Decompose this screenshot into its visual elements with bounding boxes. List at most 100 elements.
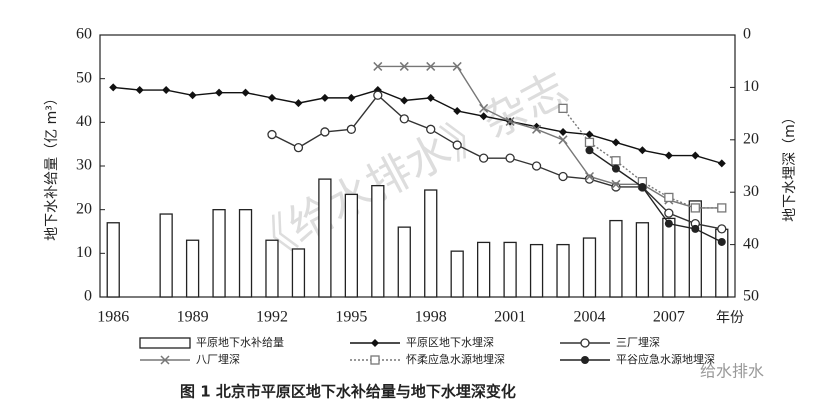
x-tick-label: 2007 xyxy=(653,309,685,326)
bar xyxy=(503,241,517,298)
marker xyxy=(320,127,330,137)
marker xyxy=(215,88,224,97)
y-tick-label: 60 xyxy=(76,26,92,43)
marker xyxy=(505,116,515,126)
marker xyxy=(346,124,357,134)
marker xyxy=(664,192,674,203)
y-tick-label: 20 xyxy=(76,200,92,217)
marker xyxy=(267,93,276,102)
marker xyxy=(717,237,726,246)
marker xyxy=(452,140,462,150)
legend-label: 平原区地下水埋深 xyxy=(406,336,494,349)
legend-marker xyxy=(160,355,170,365)
marker xyxy=(531,161,542,171)
y-tick-label: 10 xyxy=(76,244,92,261)
bar xyxy=(106,222,120,298)
marker xyxy=(558,171,568,182)
y-tick-label: 40 xyxy=(76,113,92,130)
marker xyxy=(188,91,197,100)
marker xyxy=(400,96,409,105)
bar xyxy=(688,200,702,298)
bar xyxy=(344,193,359,298)
legend-swatch xyxy=(139,337,191,349)
legend-label: 平原地下水补给量 xyxy=(196,336,284,349)
marker xyxy=(664,219,673,228)
bar xyxy=(476,241,491,298)
x-tick-label: 1989 xyxy=(177,309,209,326)
bar xyxy=(212,209,226,298)
y2-tick-label: 20 xyxy=(743,130,759,147)
y2-tick-label: 10 xyxy=(743,78,759,95)
marker xyxy=(638,182,647,191)
marker xyxy=(717,159,726,168)
marker xyxy=(717,203,727,213)
marker xyxy=(559,127,568,136)
marker xyxy=(109,83,118,92)
marker xyxy=(585,146,594,155)
bar xyxy=(185,239,200,298)
bar xyxy=(529,243,544,298)
bar xyxy=(159,213,173,298)
bar xyxy=(609,219,623,298)
marker xyxy=(558,135,568,145)
marker xyxy=(426,61,436,71)
line xyxy=(589,149,723,243)
marker xyxy=(320,93,329,102)
line xyxy=(562,107,722,209)
bar xyxy=(450,250,464,298)
y-tick-label: 50 xyxy=(76,69,92,86)
marker xyxy=(399,61,409,71)
marker xyxy=(426,93,435,102)
bar xyxy=(662,217,676,298)
marker xyxy=(664,151,673,160)
y-tick-label: 0 xyxy=(84,288,92,305)
marker xyxy=(373,61,383,71)
marker xyxy=(664,208,674,218)
legend-marker xyxy=(581,356,589,364)
y-tick-label: 30 xyxy=(76,157,92,174)
bar xyxy=(371,184,385,298)
marker xyxy=(347,93,356,102)
caption: 图 1 北京市平原区地下水补给量与地下水埋深变化 xyxy=(180,383,516,401)
marker xyxy=(505,153,515,163)
bar xyxy=(582,237,597,298)
legend-marker xyxy=(370,355,380,365)
marker xyxy=(162,86,171,95)
bar xyxy=(556,243,570,298)
marker xyxy=(294,99,303,108)
marker xyxy=(241,88,250,97)
marker xyxy=(452,61,462,71)
marker xyxy=(611,164,620,173)
marker xyxy=(532,124,542,134)
legend-marker xyxy=(371,339,379,347)
marker xyxy=(691,151,700,160)
bar xyxy=(635,222,650,298)
marker xyxy=(690,203,700,213)
legend-label: 平谷应急水源地埋深 xyxy=(616,352,715,366)
y2-tick-label: 0 xyxy=(743,26,751,43)
y2-axis-label: 地下水埋深（m） xyxy=(782,110,798,222)
bar xyxy=(318,178,332,298)
x-tick-label: 2001 xyxy=(494,309,526,326)
x-tick-label: 1998 xyxy=(415,309,447,326)
bar xyxy=(238,209,253,298)
x-tick-label: 1992 xyxy=(256,309,288,326)
marker xyxy=(558,103,568,114)
marker xyxy=(293,143,304,153)
legend-label: 怀柔应急水源地埋深 xyxy=(406,352,505,366)
legend-label: 八厂埋深 xyxy=(196,353,240,366)
y2-tick-label: 40 xyxy=(743,235,759,252)
marker xyxy=(717,224,727,234)
marker xyxy=(135,86,144,95)
marker xyxy=(373,90,383,100)
logo: 给水排水 xyxy=(700,362,764,381)
line xyxy=(113,86,722,165)
marker xyxy=(399,114,409,124)
bar xyxy=(265,239,279,298)
y2-tick-label: 30 xyxy=(743,183,759,200)
marker xyxy=(478,153,489,163)
bar xyxy=(291,248,306,298)
x-tick-label: 1986 xyxy=(97,309,129,326)
